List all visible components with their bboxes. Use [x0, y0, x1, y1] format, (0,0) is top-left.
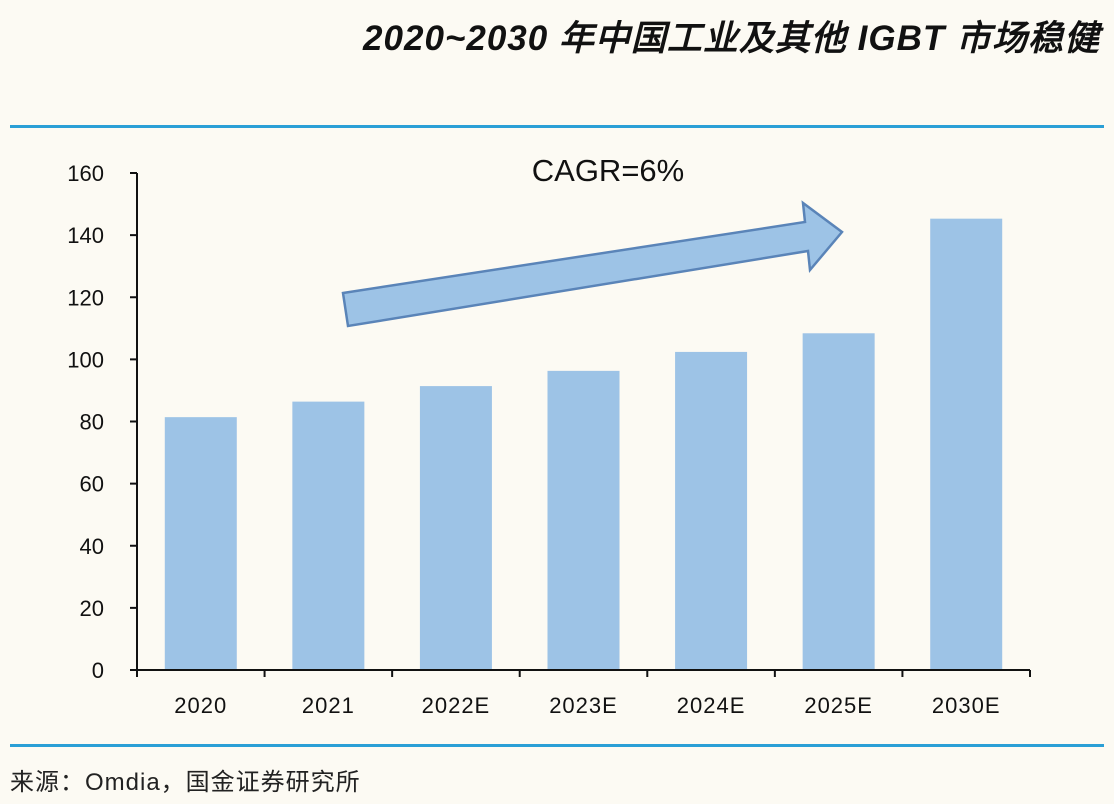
- y-tick-label: 80: [80, 410, 104, 435]
- y-tick-label: 160: [67, 161, 104, 186]
- bar-2021: [292, 401, 365, 670]
- bottom-divider: [10, 744, 1104, 747]
- x-tick-label: 2022E: [422, 693, 491, 718]
- y-tick-label: 140: [67, 223, 104, 248]
- y-tick-label: 0: [92, 658, 104, 683]
- bar-2020: [164, 417, 237, 670]
- cagr-annotation: CAGR=6%: [532, 153, 684, 188]
- bar-2030E: [930, 218, 1003, 671]
- y-tick-label: 100: [67, 347, 104, 372]
- bar-2022E: [419, 386, 492, 670]
- x-tick-label: 2024E: [677, 693, 746, 718]
- y-tick-label: 20: [80, 596, 104, 621]
- top-divider: [10, 125, 1104, 128]
- y-tick-label: 40: [80, 534, 104, 559]
- bar-2025E: [802, 333, 875, 670]
- bar-2024E: [675, 351, 748, 670]
- y-tick-label: 60: [80, 472, 104, 497]
- x-tick-label: 2030E: [932, 693, 1001, 718]
- x-tick-label: 2023E: [549, 693, 618, 718]
- y-tick-label: 120: [67, 285, 104, 310]
- x-tick-label: 2020: [174, 693, 227, 718]
- source-note: 来源：Omdia，国金证券研究所: [10, 769, 361, 796]
- growth-arrow: [341, 200, 844, 328]
- x-tick-label: 2025E: [804, 693, 873, 718]
- x-tick-label: 2021: [302, 693, 355, 718]
- chart-title: 2020~2030 年中国工业及其他 IGBT 市场稳健: [363, 19, 1100, 58]
- bar-2023E: [547, 370, 620, 670]
